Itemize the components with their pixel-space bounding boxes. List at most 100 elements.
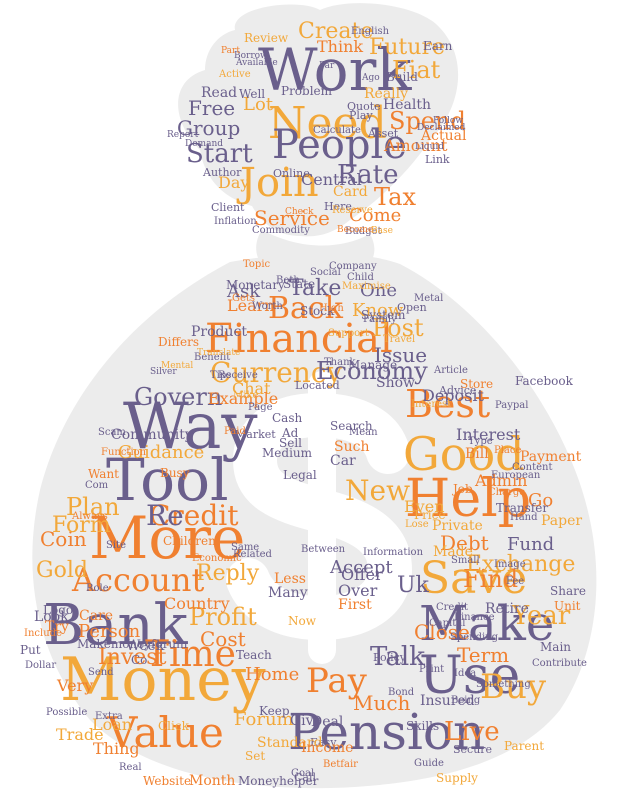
word-demand: Demand: [185, 139, 223, 149]
word-way: Way: [123, 390, 258, 464]
word-family: Family: [363, 314, 397, 325]
word-actual: Actual: [420, 128, 467, 144]
word-mike: Mike: [233, 390, 258, 401]
word-transfer: Transfer: [496, 501, 548, 515]
word-people: People: [272, 122, 407, 168]
word-invest: Invest: [98, 645, 167, 670]
word-issue: Issue: [374, 343, 427, 367]
word-image: Image: [494, 559, 526, 570]
word-very: Very: [56, 676, 93, 695]
word-located: Located: [295, 379, 340, 392]
word-such: Such: [334, 439, 369, 455]
word-job: Job: [451, 482, 473, 496]
word-standard: Standard: [257, 735, 323, 751]
word-asset: Asset: [367, 127, 399, 140]
word-income: Income: [301, 740, 353, 756]
word-much: Much: [353, 691, 411, 715]
word-ad: Ad: [281, 426, 299, 440]
word-give: Give: [290, 713, 322, 729]
word-differs: Differs: [158, 335, 199, 349]
word-cost: Cost: [200, 627, 246, 651]
word-talk: Talk: [370, 642, 425, 672]
word-close: Close: [414, 620, 470, 644]
word-live: Live: [444, 717, 500, 747]
word-small: Small: [451, 555, 480, 566]
word-store: Store: [460, 377, 493, 391]
word-spend: Spend: [389, 107, 466, 135]
word-person: Person: [78, 621, 141, 642]
word-know: Know: [352, 300, 404, 321]
word-payment: Payment: [520, 449, 582, 465]
word-manage: Manage: [348, 358, 397, 372]
word-function: Function: [101, 447, 147, 458]
word-both: Both: [276, 275, 300, 286]
word-best: Best: [405, 382, 490, 426]
word-debt: Debt: [440, 531, 489, 555]
word-play: Play: [349, 109, 373, 122]
word-busy: Busy: [160, 466, 190, 480]
word-take: Take: [289, 276, 341, 301]
word-state: State: [283, 277, 315, 291]
word-call: Call: [294, 771, 316, 784]
word-tax: Tax: [374, 183, 416, 211]
word-search: Search: [330, 419, 373, 433]
word-economic: Economic: [192, 553, 242, 564]
word-time: Time: [145, 634, 236, 675]
word-secure: Secure: [453, 743, 492, 756]
word-need: Need: [268, 98, 387, 149]
word-fiat: Fiat: [392, 56, 441, 84]
word-contribute: Contribute: [532, 658, 587, 669]
word-goal: Goal: [291, 768, 314, 779]
word-type: Type: [468, 436, 493, 447]
word-make: Make: [419, 596, 554, 652]
word-private: Private: [432, 518, 483, 534]
word-spending: Spending: [450, 632, 499, 643]
word-interest: Interest: [456, 425, 521, 444]
word-accept: Accept: [329, 557, 393, 578]
word-find: Find: [463, 565, 518, 593]
word-lot: Lot: [243, 94, 274, 115]
word-far: Far: [319, 61, 335, 71]
word-try: Try: [45, 619, 69, 635]
word-translate: Translate: [197, 348, 240, 358]
word-teach: Teach: [236, 648, 272, 662]
word-stock: Stock: [300, 304, 335, 318]
word-day: Day: [218, 173, 249, 192]
word-finance: Finance: [454, 612, 495, 623]
word-active: Active: [218, 69, 251, 80]
word-co: Co: [131, 653, 147, 667]
word-exchange: Exchange: [466, 552, 575, 577]
word-uk: Uk: [397, 573, 430, 598]
word-put: Put: [20, 643, 41, 657]
word-account: Account: [71, 561, 204, 599]
word-gold: Gold: [36, 558, 88, 583]
word-supply: Supply: [436, 771, 478, 785]
word-extra: Extra: [95, 711, 123, 722]
word-main: Main: [540, 640, 571, 654]
word-being: Being: [451, 695, 481, 706]
word-create: Create: [298, 19, 373, 44]
word-easy: Easy: [310, 736, 337, 749]
word-article: Article: [433, 365, 468, 376]
word-deposit: Deposit: [422, 386, 485, 405]
word-really: Really: [364, 86, 408, 102]
word-something: Something: [476, 679, 531, 690]
word-benefit: Benefit: [194, 352, 230, 363]
word-moneyhelper: Moneyhelper: [238, 774, 319, 788]
word-become: Become: [337, 225, 373, 235]
word-thing: Thing: [93, 739, 140, 758]
word-earn: Earn: [423, 39, 453, 53]
word-made: Made: [433, 544, 473, 560]
word-thank: Thank: [324, 357, 357, 368]
word-hand: Hand: [510, 512, 538, 523]
word-site: Site: [106, 540, 126, 551]
word-economy: Economy: [316, 357, 428, 385]
word-calculate: Calculate: [313, 125, 361, 136]
word-one: One: [360, 280, 397, 301]
word-new: New: [345, 474, 410, 507]
word-same: Same: [231, 542, 259, 553]
word-european: European: [491, 470, 541, 481]
word-country: Country: [164, 594, 230, 613]
word-over: Over: [338, 581, 378, 600]
